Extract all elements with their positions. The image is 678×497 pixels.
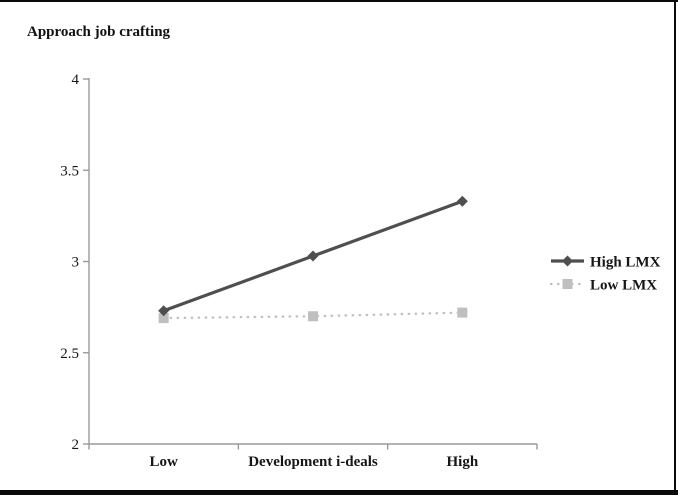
figure-bottom-rule [0,490,678,495]
chart-title: Approach job crafting [27,24,171,40]
y-tick-label: 2.5 [60,346,79,362]
legend-label-high-lmx: High LMX [590,255,661,271]
data-point-marker-high-lmx [307,250,319,262]
y-tick-label: 2 [72,437,80,453]
figure-right-rule [674,2,676,490]
x-axis-category-label: Low [149,454,178,470]
legend-swatch-marker-high-lmx [562,255,573,267]
y-tick-label: 3 [72,255,80,271]
legend-label-low-lmx: Low LMX [590,278,657,294]
x-axis-category-label: High [446,454,478,470]
figure-top-rule [0,0,678,2]
data-point-marker-high-lmx [158,305,170,317]
x-axis-category-label: Development i-deals [248,454,378,470]
data-point-marker-low-lmx [457,307,468,318]
y-tick-label: 4 [72,72,80,88]
y-tick-label: 3.5 [60,163,79,179]
series-line-low-lmx [162,311,464,320]
data-point-marker-low-lmx [308,311,318,322]
data-point-marker-high-lmx [456,195,468,207]
legend-swatch-marker-low-lmx [562,279,573,289]
data-point-marker-low-lmx [158,313,169,324]
